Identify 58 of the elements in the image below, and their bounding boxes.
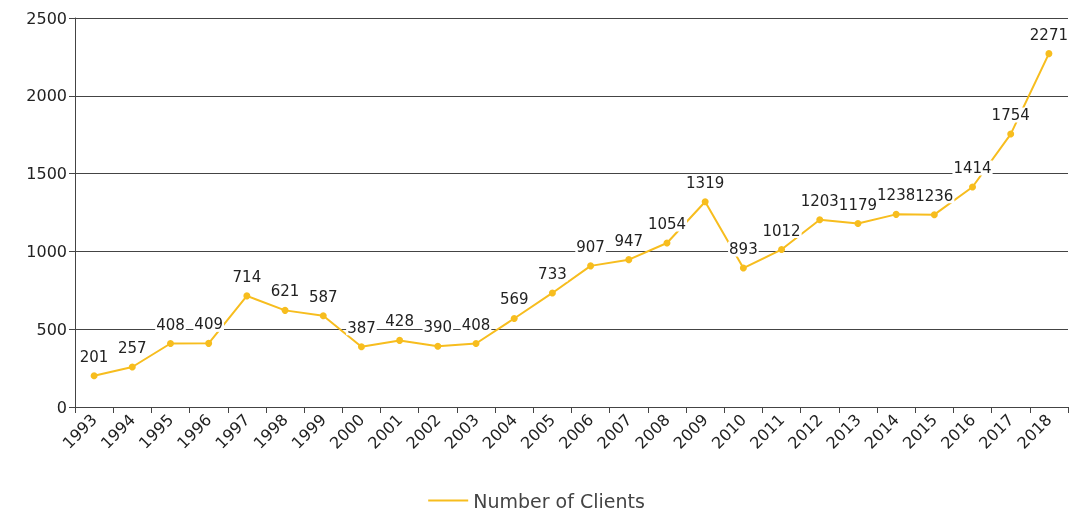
point	[701, 198, 709, 206]
y-tick-label: 1500	[26, 164, 67, 184]
point	[816, 216, 824, 224]
point	[281, 306, 289, 314]
data-label: 947	[614, 231, 644, 250]
point	[1007, 130, 1015, 138]
data-label: 1203	[800, 191, 839, 210]
point	[510, 314, 518, 322]
data-label: 907	[576, 237, 605, 256]
y-tick-label: 0	[56, 397, 67, 417]
point	[930, 211, 938, 219]
data-label: 408	[156, 315, 185, 334]
y-tick-label: 2500	[26, 8, 67, 28]
data-label: 1238	[877, 186, 916, 205]
point	[396, 336, 404, 344]
data-label: 1236	[915, 186, 954, 205]
data-label: 587	[308, 287, 338, 306]
point	[90, 372, 98, 380]
data-label: 733	[538, 264, 567, 283]
point	[969, 183, 977, 191]
data-label: 409	[194, 315, 223, 334]
point	[166, 340, 174, 348]
point	[243, 292, 251, 300]
point	[319, 312, 327, 320]
point	[854, 220, 862, 228]
point	[357, 343, 365, 351]
point	[892, 210, 900, 218]
data-label: 390	[423, 318, 453, 337]
data-label: 1012	[762, 221, 801, 240]
data-label: 201	[79, 347, 109, 366]
point	[587, 262, 595, 270]
point	[434, 342, 442, 350]
legend-label: Number of Clients	[473, 489, 645, 512]
point	[739, 264, 747, 272]
point	[1045, 50, 1053, 58]
data-label: 1054	[647, 215, 687, 233]
data-label: 1179	[838, 195, 878, 214]
point	[128, 363, 136, 371]
data-label: 569	[499, 290, 529, 309]
y-tick-label: 1000	[26, 241, 67, 261]
data-label: 2271	[1029, 25, 1068, 44]
point	[778, 246, 786, 254]
y-tick-label: 2000	[26, 86, 67, 106]
data-label: 257	[117, 339, 147, 358]
data-label: 621	[270, 282, 300, 301]
y-tick-label: 500	[36, 319, 67, 339]
point	[205, 339, 213, 347]
point	[625, 256, 633, 264]
data-label: 408	[461, 315, 491, 334]
data-label: 428	[385, 312, 414, 331]
data-label: 893	[729, 240, 758, 259]
point	[548, 289, 556, 297]
data-label: 714	[232, 267, 262, 286]
data-label: 1414	[953, 158, 992, 177]
point	[472, 340, 480, 348]
data-label: 1754	[991, 106, 1030, 125]
data-label: 387	[347, 318, 376, 337]
data-label: 1319	[686, 173, 725, 192]
